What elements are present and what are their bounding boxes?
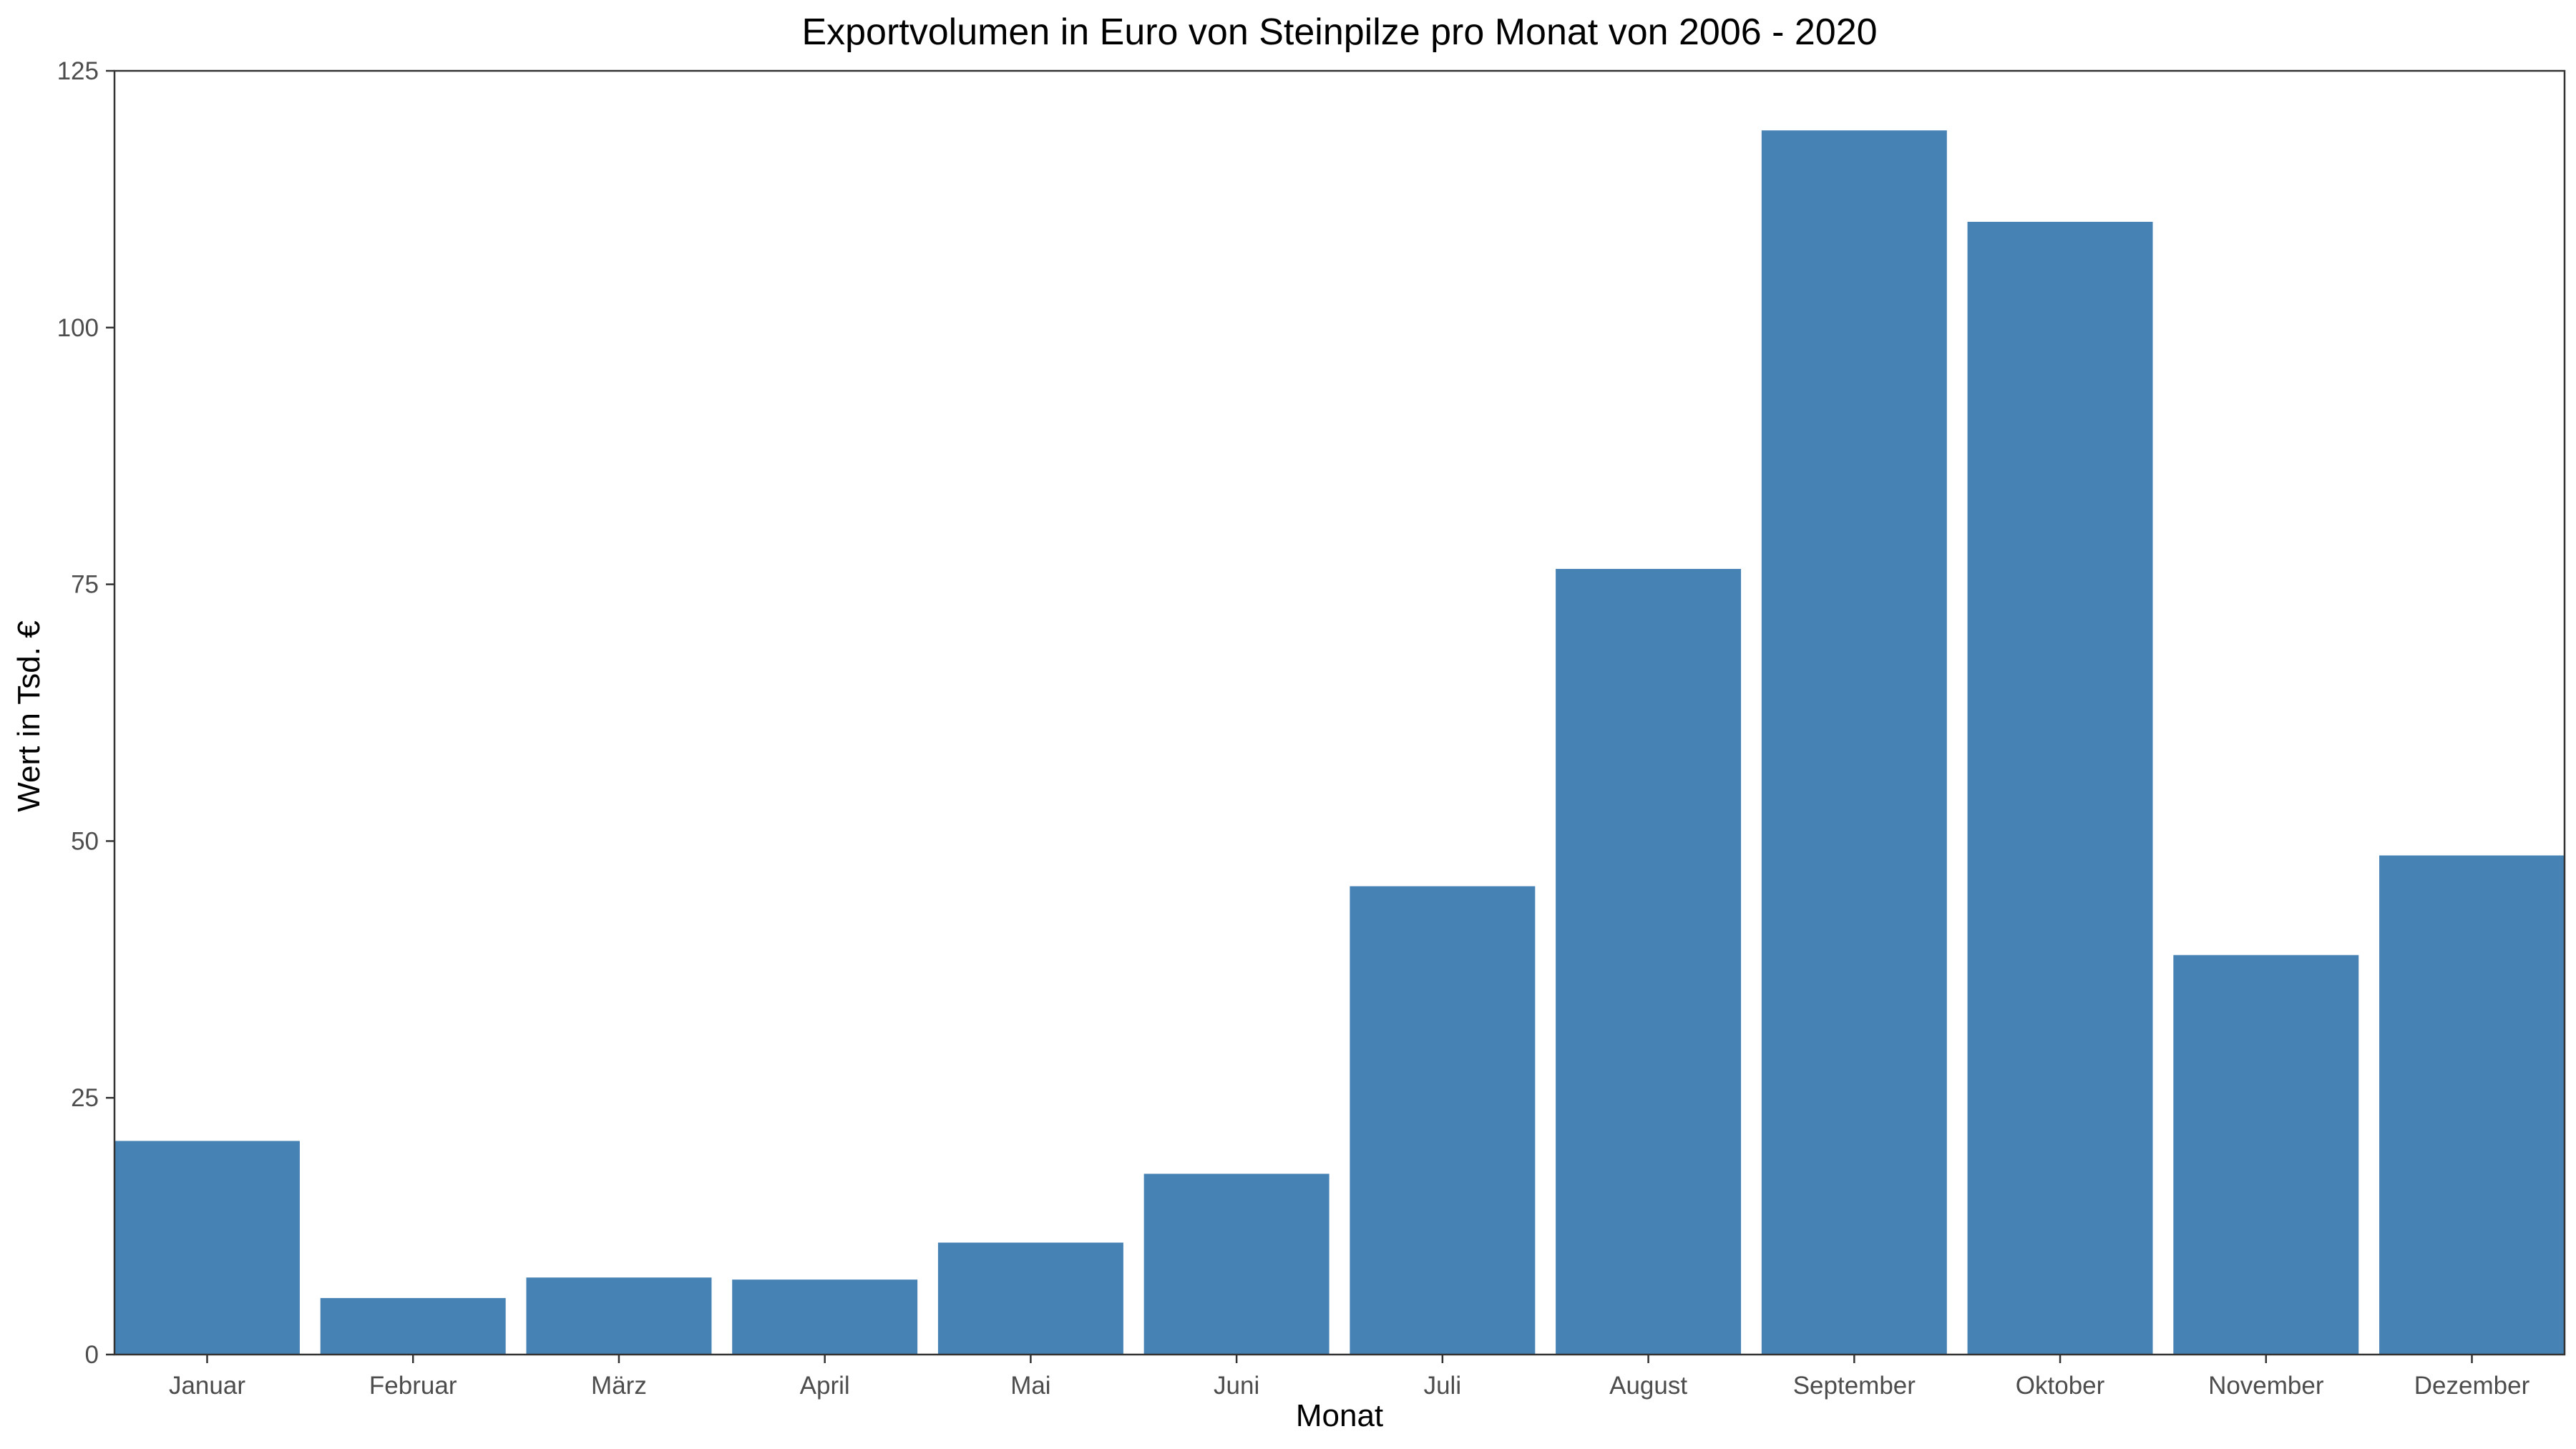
x-tick-label: Mai [1010,1372,1050,1400]
y-axis-title: Wert in Tsd. € [11,620,47,811]
bar-april [732,1279,918,1355]
x-tick-label: Februar [369,1372,457,1400]
bar-juni [1143,1174,1330,1355]
y-tick-label: 75 [71,571,99,599]
x-axis-title: Monat [1296,1398,1383,1433]
x-tick-label: September [1793,1372,1916,1400]
chart-title: Exportvolumen in Euro von Steinpilze pro… [801,11,1877,53]
x-tick-label: März [591,1372,647,1400]
bar-november [2173,955,2359,1355]
bar-februar [320,1298,506,1355]
bar-august [1556,569,1742,1355]
x-tick-label: Juli [1424,1372,1462,1400]
plot-area: Januar Februar März April Mai Juni Juli August S… [57,57,2566,1400]
y-tick-label: 125 [57,57,99,85]
bar-dezember [2379,855,2565,1355]
x-tick-label: Oktober [2016,1372,2105,1400]
x-tick-label: November [2208,1372,2324,1400]
plot-panel-border [113,69,2566,1356]
bar-januar [114,1141,300,1355]
x-tick-label: August [1609,1372,1687,1400]
y-tick-label: 25 [71,1084,99,1112]
y-tick-label: 50 [71,827,99,855]
bar-märz [526,1277,712,1355]
x-tick-label: April [800,1372,850,1400]
bar-oktober [1967,221,2153,1355]
bar-september [1761,130,1947,1355]
x-tick-label: Dezember [2414,1372,2530,1400]
bar-mai [937,1242,1123,1355]
y-tick-label: 0 [85,1341,99,1369]
x-tick-label: Januar [169,1372,245,1400]
y-tick-label: 100 [57,314,99,342]
x-tick-label: Juni [1214,1372,1259,1400]
bar-juli [1350,886,1536,1355]
